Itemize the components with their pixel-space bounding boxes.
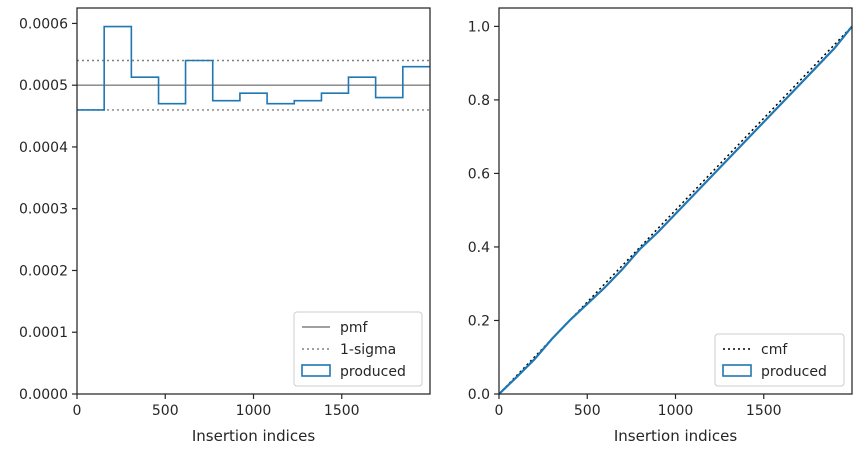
legend-label-cmf: cmf: [761, 342, 788, 358]
chart-1: 0 500 1000 1500 0.0000 0.0001 0.0002 0.0003 0.00…: [19, 7, 431, 445]
x-tick-label: 1500: [324, 403, 360, 419]
plot-area: [77, 25, 430, 111]
y-tick-label: 0.0003: [19, 202, 68, 218]
plot-area: [498, 25, 853, 395]
y-tick-label: 0.4: [468, 240, 490, 256]
y-tick-label: 0.0006: [19, 16, 68, 32]
series-produced: [77, 25, 430, 111]
x-tick-label: 500: [152, 403, 179, 419]
series-produced: [498, 25, 853, 395]
legend-box: [714, 333, 845, 387]
y-tick-label: 0.0004: [19, 140, 68, 156]
legend-label-1-sigma: 1-sigma: [340, 342, 396, 358]
x-axis-label: Insertion indices: [192, 427, 315, 445]
legend-label-pmf: pmf: [340, 320, 369, 336]
legend-marker-produced: [301, 364, 331, 377]
x-axis-label: Insertion indices: [614, 427, 737, 445]
y-tick-label: 0.8: [468, 93, 490, 109]
y-tick-label: 0.0005: [19, 78, 68, 94]
x-tick-label: 500: [574, 403, 601, 419]
y-tick-label: 0.0002: [19, 263, 68, 279]
legend: cmf produced: [714, 333, 845, 387]
x-tick-label: 1500: [746, 403, 782, 419]
y-tick-label: 0.0: [468, 387, 490, 403]
y-tick-label: 0.2: [468, 313, 490, 329]
y-tick-label: 0.0001: [19, 325, 68, 341]
y-tick-label: 0.0000: [19, 387, 68, 403]
legend-label-produced: produced: [761, 364, 827, 380]
x-tick-label: 0: [495, 403, 504, 419]
x-tick-label: 1000: [658, 403, 694, 419]
legend-box: [293, 311, 423, 387]
chart-2: 0 500 1000 1500 0.0 0.2 0.4 0.6 0.8 1.0 Insertion …: [468, 7, 853, 445]
y-tick-label: 1.0: [468, 19, 490, 35]
y-tick-label: 0.6: [468, 166, 490, 182]
legend: pmf 1-sigma produced: [293, 311, 423, 387]
legend-label-produced: produced: [340, 364, 406, 380]
x-tick-label: 0: [73, 403, 82, 419]
x-tick-label: 1000: [236, 403, 272, 419]
legend-marker-produced: [722, 364, 752, 377]
